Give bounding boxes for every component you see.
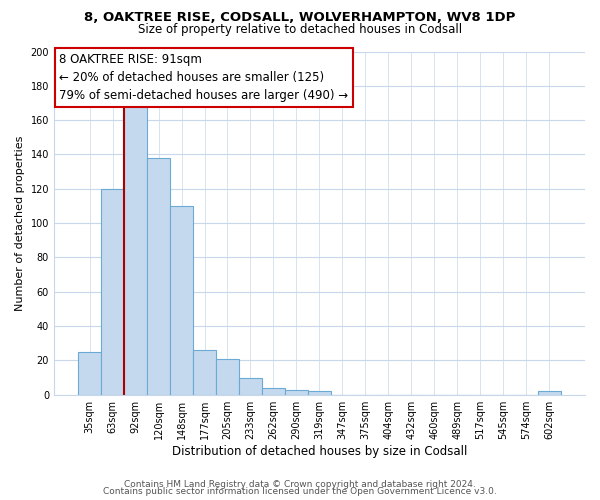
Y-axis label: Number of detached properties: Number of detached properties [15, 136, 25, 311]
Bar [285, 390, 308, 394]
Text: 8 OAKTREE RISE: 91sqm
← 20% of detached houses are smaller (125)
79% of semi-det: 8 OAKTREE RISE: 91sqm ← 20% of detached … [59, 53, 349, 102]
Text: Contains public sector information licensed under the Open Government Licence v3: Contains public sector information licen… [103, 487, 497, 496]
Bar [308, 392, 331, 394]
Text: Contains HM Land Registry data © Crown copyright and database right 2024.: Contains HM Land Registry data © Crown c… [124, 480, 476, 489]
Bar [124, 106, 147, 395]
Bar [78, 352, 101, 395]
Bar [538, 392, 561, 394]
Bar [193, 350, 216, 395]
X-axis label: Distribution of detached houses by size in Codsall: Distribution of detached houses by size … [172, 444, 467, 458]
Text: 8, OAKTREE RISE, CODSALL, WOLVERHAMPTON, WV8 1DP: 8, OAKTREE RISE, CODSALL, WOLVERHAMPTON,… [85, 11, 515, 24]
Text: Size of property relative to detached houses in Codsall: Size of property relative to detached ho… [138, 22, 462, 36]
Bar [216, 358, 239, 394]
Bar [262, 388, 285, 394]
Bar [147, 158, 170, 394]
Bar [101, 189, 124, 394]
Bar [170, 206, 193, 394]
Bar [239, 378, 262, 394]
